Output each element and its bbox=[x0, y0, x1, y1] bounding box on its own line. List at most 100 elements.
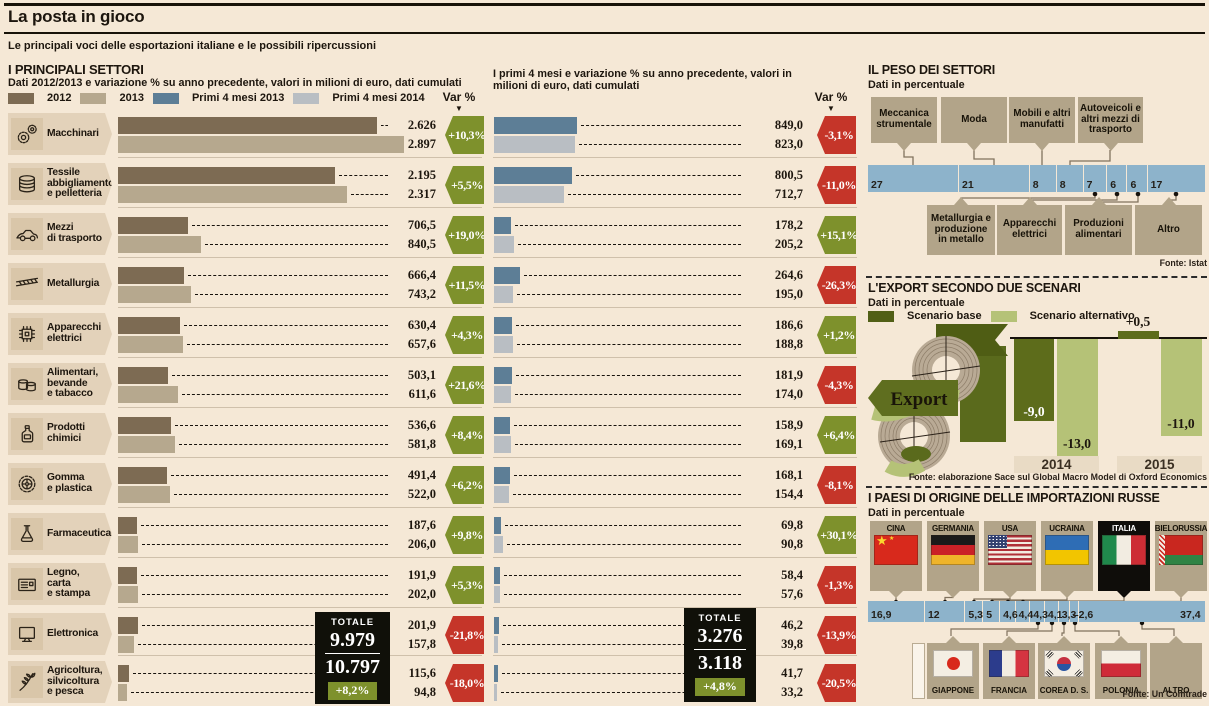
bielorussia-flag-icon bbox=[1159, 535, 1203, 565]
import-segment-value: 3,3 bbox=[1061, 609, 1077, 621]
francia-flag-icon bbox=[989, 650, 1029, 677]
legend-swatch bbox=[80, 92, 107, 104]
totale-four-months-box: TOTALE 3.276 3.118 +4,8% bbox=[684, 608, 756, 702]
var-badge-four-months: -20,5% bbox=[817, 664, 856, 702]
usa-flag-icon bbox=[988, 535, 1032, 565]
import-segment: 5 bbox=[983, 601, 1001, 622]
sector-plate: Gomma e plastica bbox=[8, 463, 112, 505]
value-4m2013: 178,2 bbox=[774, 218, 803, 232]
leader-line bbox=[567, 194, 741, 195]
peso-segment: 21 bbox=[958, 165, 1030, 192]
bar-4m2013 bbox=[494, 417, 510, 434]
import-segment-value: 4,1 bbox=[1047, 609, 1063, 621]
var-badge-annual: +9,8% bbox=[445, 516, 484, 554]
leader-line bbox=[140, 575, 388, 576]
steel-icon bbox=[11, 268, 43, 300]
row-separator bbox=[118, 207, 482, 208]
peso-segment: 27 bbox=[868, 165, 959, 192]
flag-disc bbox=[946, 657, 960, 670]
bar-2013 bbox=[118, 286, 192, 303]
peso-segment: 8 bbox=[1056, 165, 1084, 192]
left-legend: 2012 2013 Primi 4 mesi 2013 Primi 4 mesi 20… bbox=[8, 92, 425, 104]
peso-segment: 8 bbox=[1029, 165, 1057, 192]
country-name: FRANCIA bbox=[991, 686, 1027, 695]
sector-plate: Farmaceutica bbox=[8, 513, 112, 555]
giappone-flag-icon bbox=[933, 650, 973, 677]
leader-line bbox=[338, 175, 388, 176]
var-badge-four-months: -11,0% bbox=[817, 166, 856, 204]
leader-line bbox=[187, 275, 388, 276]
leader-line bbox=[502, 625, 741, 626]
bar-4m2013 bbox=[494, 517, 501, 534]
leader-line bbox=[171, 375, 388, 376]
leader-line bbox=[141, 594, 388, 595]
country-name: ALTRO bbox=[1162, 686, 1190, 695]
value-2012: 2.626 bbox=[407, 118, 436, 132]
flag-star: ★ bbox=[876, 535, 888, 548]
import-segment: 3,3 bbox=[1058, 601, 1076, 622]
leader-line bbox=[131, 692, 388, 693]
peso-segment: 6 bbox=[1127, 165, 1148, 192]
leader-line bbox=[518, 244, 741, 245]
sector-plate: Metallurgia bbox=[8, 263, 112, 305]
importazioni-fonte: Fonte: Un Comtrade bbox=[1122, 689, 1207, 699]
leader-line bbox=[184, 325, 388, 326]
bar-2013 bbox=[118, 636, 134, 653]
sector-plate: Apparecchi elettrici bbox=[8, 313, 112, 355]
bar-2012 bbox=[118, 467, 167, 484]
year-2015-label: 2015 bbox=[1117, 456, 1202, 473]
var-badge-four-months: -3,1% bbox=[817, 116, 856, 154]
bar-4m2013 bbox=[494, 467, 511, 484]
leader-line bbox=[350, 194, 388, 195]
var-badge-annual: +10,3% bbox=[445, 116, 484, 154]
import-segment: 37,4 bbox=[1078, 601, 1205, 622]
bar-4m2014 bbox=[494, 136, 575, 153]
value-2012: 491,4 bbox=[407, 468, 436, 482]
bar-4m2014 bbox=[494, 486, 510, 503]
totale-4m2014-value: 3.118 bbox=[698, 652, 742, 674]
sector-row: Tessile abbigliamento e pelletteria 2.195 2.… bbox=[8, 162, 862, 208]
legend-label: 2012 bbox=[47, 92, 72, 104]
country-plate-giappone: GIAPPONE bbox=[927, 636, 979, 699]
bar-2012 bbox=[118, 617, 138, 634]
value-2012: 187,6 bbox=[407, 518, 436, 532]
bar-2012 bbox=[118, 217, 188, 234]
country-name: COREA D. S. bbox=[1039, 686, 1089, 695]
page-subtitle: Le principali voci delle esportazioni it… bbox=[8, 40, 376, 52]
bar-2012 bbox=[118, 517, 137, 534]
bar-4m2014 bbox=[494, 336, 513, 353]
totale-2012-value: 9.979 bbox=[330, 629, 375, 651]
var-badge-annual: +4,3% bbox=[445, 316, 484, 354]
value-4m2014: 205,2 bbox=[774, 237, 803, 251]
sector-label: Elettronica bbox=[47, 627, 99, 639]
totale-2013-value: 10.797 bbox=[325, 656, 380, 678]
value-2014-base: -9,0 bbox=[1023, 404, 1045, 419]
var-badge-annual: +5,5% bbox=[445, 166, 484, 204]
value-2013: 522,0 bbox=[407, 487, 436, 501]
flag-taeguk bbox=[1057, 656, 1071, 671]
country-plate-cina: CINA ★ ★ bbox=[870, 521, 922, 598]
value-2015-base: +0,5 bbox=[1125, 314, 1151, 329]
dashed-divider bbox=[866, 486, 1207, 488]
cans-icon bbox=[11, 368, 43, 400]
value-4m2014: 90,8 bbox=[781, 537, 803, 551]
var-badge-four-months: -13,9% bbox=[817, 616, 856, 654]
value-2013: 657,6 bbox=[407, 337, 436, 351]
row-separator bbox=[118, 407, 482, 408]
sector-plate: Mezzi di trasporto bbox=[8, 213, 112, 255]
leader-line bbox=[578, 144, 741, 145]
bar-2012 bbox=[118, 567, 137, 584]
row-separator bbox=[493, 457, 857, 458]
peso-segment-value: 6 bbox=[1110, 179, 1117, 191]
sector-row: Mezzi di trasporto 706,5 840,5 +19,0% 178,2 20… bbox=[8, 212, 862, 258]
leader-line bbox=[137, 644, 388, 645]
row-separator bbox=[493, 507, 857, 508]
leader-line bbox=[191, 225, 388, 226]
flag-trigram bbox=[1045, 668, 1054, 677]
germania-flag-icon bbox=[931, 535, 975, 565]
sector-row: Elettronica 201,9 157,8 -21,8% 46,2 39,8 -13,9… bbox=[8, 612, 862, 658]
country-plate-polonia: POLONIA bbox=[1095, 636, 1147, 699]
var-badge-annual: +19,0% bbox=[445, 216, 484, 254]
var-badge-four-months: -26,3% bbox=[817, 266, 856, 304]
import-segment-value: 4,4 bbox=[1018, 609, 1034, 621]
